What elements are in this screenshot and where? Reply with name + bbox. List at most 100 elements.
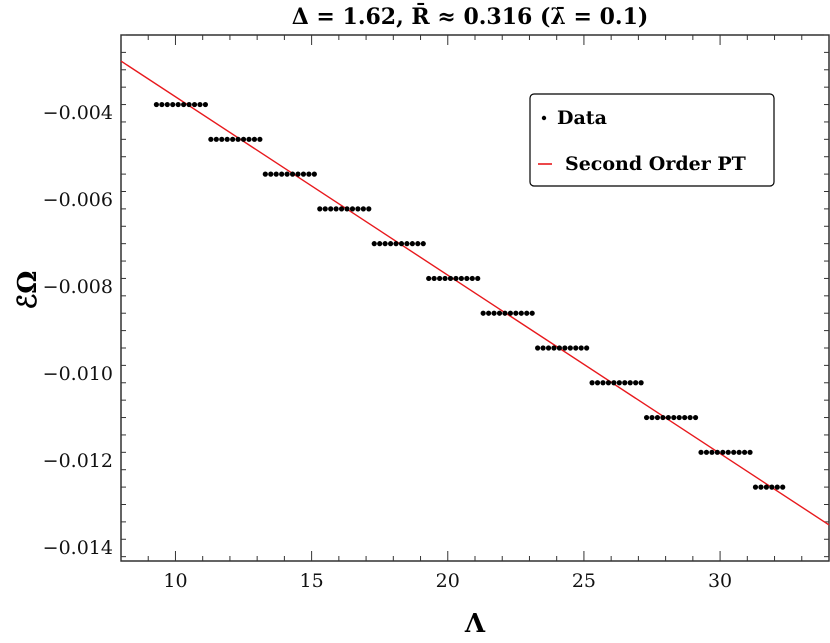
y-tick-label: −0.010 (43, 363, 113, 385)
data-point (328, 206, 334, 212)
data-point (279, 171, 285, 177)
data-point (415, 241, 421, 247)
data-point (502, 310, 508, 316)
data-point (513, 310, 519, 316)
data-point (529, 310, 535, 316)
data-point (763, 484, 769, 490)
data-point (731, 449, 737, 455)
data-point (654, 414, 661, 421)
data-point (306, 171, 312, 177)
data-point (366, 206, 372, 212)
legend-box (529, 93, 775, 187)
data-point (268, 171, 274, 177)
data-point (491, 310, 497, 316)
chart-title: Δ = 1.62, R̄ ≈ 0.316 (λ̄ = 0.1) (292, 2, 649, 30)
data-point (600, 380, 606, 386)
data-point (480, 310, 486, 316)
data-point (349, 206, 356, 212)
data-point (758, 484, 764, 490)
data-point (404, 241, 410, 247)
data-point (442, 275, 448, 282)
data-point (289, 171, 296, 177)
y-axis-label: ℰΩ (13, 271, 43, 310)
data-point (578, 345, 584, 351)
data-point (616, 380, 622, 386)
data-point (752, 484, 759, 490)
data-point (638, 380, 644, 386)
data-point (769, 484, 775, 490)
data-point (170, 101, 176, 108)
data-point (371, 241, 377, 247)
data-point (676, 414, 682, 421)
data-point (545, 345, 552, 351)
data-point (197, 101, 203, 108)
y-tick-label: −0.008 (43, 276, 113, 298)
data-point (333, 206, 339, 212)
data-point (377, 241, 383, 247)
x-tick-label: 25 (572, 570, 596, 592)
data-point (622, 380, 628, 386)
data-point (191, 101, 198, 108)
data-point (420, 241, 426, 247)
data-point (709, 449, 715, 455)
data-point (262, 171, 268, 177)
data-point (273, 171, 279, 177)
data-point (589, 380, 595, 386)
data-point (240, 136, 247, 142)
data-point (720, 449, 726, 455)
data-point (518, 310, 524, 316)
data-point (431, 275, 437, 282)
data-point (355, 206, 361, 212)
data-point (524, 310, 530, 316)
data-point (671, 414, 677, 421)
data-point (605, 380, 612, 386)
data-point (311, 171, 317, 177)
x-axis-label: Λ (464, 609, 486, 639)
data-point (344, 206, 350, 212)
data-point (736, 449, 742, 455)
data-point (703, 449, 710, 455)
data-marks (120, 60, 830, 526)
data-point (153, 101, 159, 108)
data-point (219, 136, 225, 142)
y-tick-label: −0.012 (43, 450, 113, 472)
data-point (447, 275, 454, 282)
data-point (643, 414, 650, 421)
data-point (300, 171, 307, 177)
data-point (594, 380, 601, 386)
data-point (540, 345, 546, 351)
legend-label-line: Second Order PT (565, 153, 746, 175)
data-point (317, 206, 323, 212)
data-point (338, 206, 345, 212)
y-tick-label: −0.004 (43, 102, 113, 124)
data-point (453, 275, 459, 282)
data-point (665, 414, 671, 421)
data-point (780, 484, 786, 490)
data-point (295, 171, 301, 177)
axis-ticks: 10 15 20 25 30 −0.004 −0.006 −0.008 −0.010 −0.012… (43, 34, 830, 592)
x-tick-label: 15 (300, 570, 324, 592)
data-point (181, 101, 187, 108)
data-point (224, 136, 230, 142)
data-point (562, 345, 568, 351)
data-point (202, 101, 209, 108)
data-point (437, 275, 443, 282)
data-point (725, 449, 731, 455)
data-point (698, 449, 704, 455)
data-point (633, 380, 639, 386)
data-point (475, 275, 481, 282)
data-point (741, 449, 748, 455)
data-point (573, 345, 579, 351)
data-point (360, 206, 366, 212)
data-point (486, 310, 492, 316)
data-point (251, 136, 258, 142)
data-point (235, 136, 241, 142)
data-point (567, 345, 573, 351)
data-point (458, 275, 464, 282)
data-point (649, 414, 655, 421)
data-point (387, 241, 394, 247)
x-tick-label: 10 (163, 570, 187, 592)
data-point (257, 136, 263, 142)
legend-label-data: Data (557, 107, 607, 129)
data-point (584, 345, 590, 351)
